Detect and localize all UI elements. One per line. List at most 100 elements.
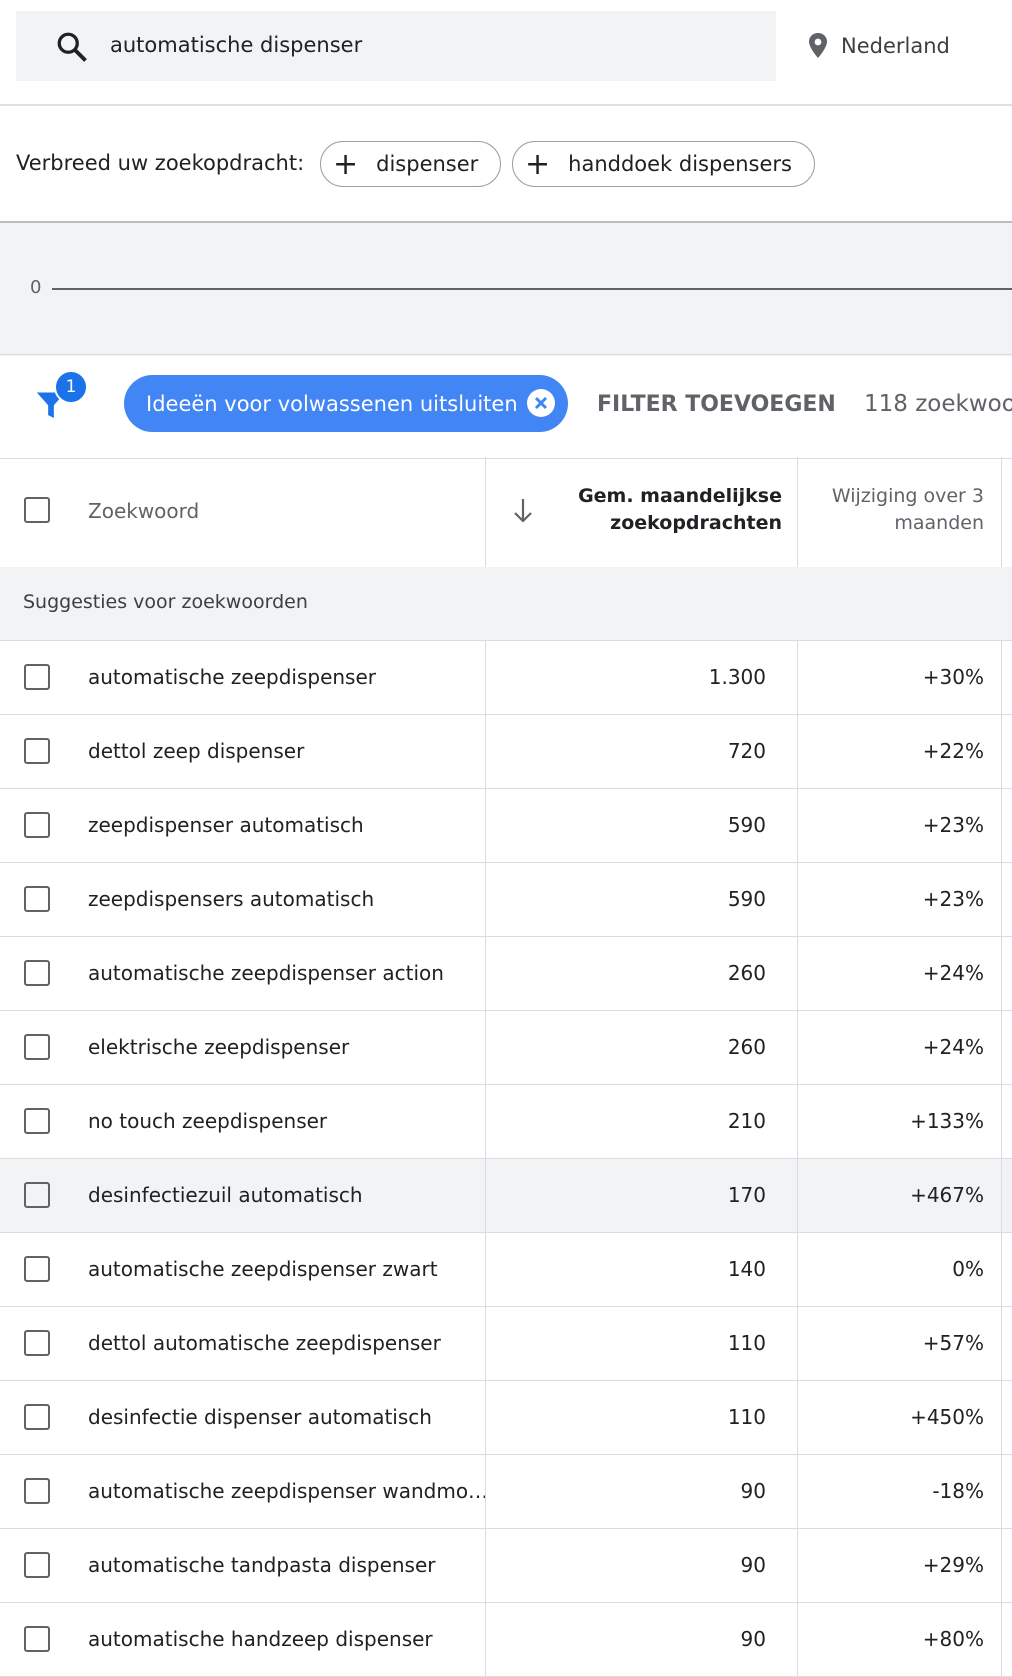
column-divider — [485, 1233, 486, 1307]
column-divider — [1001, 715, 1002, 789]
keyword-row[interactable]: zeepdispensers automatisch 590 +23% — [0, 863, 1012, 937]
row-checkbox[interactable] — [24, 664, 50, 690]
column-divider — [1001, 937, 1002, 1011]
keyword-row[interactable]: zeepdispenser automatisch 590 +23% — [0, 789, 1012, 863]
monthly-searches: 90 — [740, 1627, 766, 1651]
column-divider — [485, 1603, 486, 1677]
monthly-searches: 170 — [727, 1183, 766, 1207]
row-checkbox[interactable] — [24, 1552, 50, 1578]
keyword-row[interactable]: automatische zeepdispenser wandmo… 90 -18% — [0, 1455, 1012, 1529]
monthly-searches: 1.300 — [708, 665, 766, 689]
keyword: automatische zeepdispenser zwart — [88, 1257, 438, 1281]
three-month-change: +133% — [910, 1109, 984, 1133]
column-divider — [797, 715, 798, 789]
column-divider — [1001, 1529, 1002, 1603]
three-month-change: +450% — [910, 1405, 984, 1429]
column-divider — [1001, 457, 1002, 567]
keyword-row[interactable]: desinfectiezuil automatisch 170 +467% — [0, 1159, 1012, 1233]
row-checkbox[interactable] — [24, 960, 50, 986]
row-checkbox[interactable] — [24, 1478, 50, 1504]
row-checkbox[interactable] — [24, 1256, 50, 1282]
column-divider — [797, 1233, 798, 1307]
keyword-row[interactable]: no touch zeepdispenser 210 +133% — [0, 1085, 1012, 1159]
column-divider — [485, 1085, 486, 1159]
row-checkbox[interactable] — [24, 1182, 50, 1208]
keyword: zeepdispenser automatisch — [88, 813, 364, 837]
keyword: no touch zeepdispenser — [88, 1109, 328, 1133]
add-filter[interactable]: FILTER TOEVOEGEN — [597, 392, 836, 417]
column-divider — [797, 1011, 798, 1085]
three-month-change: +22% — [922, 739, 984, 763]
broaden-label: Verbreed uw zoekopdracht: — [16, 151, 305, 175]
column-header[interactable]: Wijziging over 3 maanden — [831, 485, 984, 534]
three-month-change: -18% — [932, 1479, 984, 1503]
row-checkbox[interactable] — [24, 1034, 50, 1060]
three-month-change: +80% — [922, 1627, 984, 1651]
keyword: dettol zeep dispenser — [88, 739, 305, 763]
keyword: dettol automatische zeepdispenser — [88, 1331, 441, 1355]
filter-chip-label: Ideeën voor volwassenen uitsluiten — [146, 391, 518, 416]
select-all-checkbox[interactable] — [24, 497, 50, 523]
table-header: Zoekwoord Gem. maandelijkse zoekopdracht… — [0, 457, 1012, 569]
keyword: automatische tandpasta dispenser — [88, 1553, 436, 1577]
location[interactable]: Nederland — [841, 34, 950, 58]
keyword-row[interactable]: desinfectie dispenser automatisch 110 +450… — [0, 1381, 1012, 1455]
column-divider — [797, 1381, 798, 1455]
row-checkbox[interactable] — [24, 1330, 50, 1356]
keyword-row[interactable]: automatische zeepdispenser zwart 140 0% — [0, 1233, 1012, 1307]
row-checkbox[interactable] — [24, 886, 50, 912]
column-divider — [485, 1529, 486, 1603]
filter-chip[interactable]: Ideeën voor volwassenen uitsluiten — [124, 375, 568, 432]
column-divider — [485, 715, 486, 789]
column-divider — [797, 1455, 798, 1529]
column-divider — [485, 1159, 486, 1233]
keyword: elektrische zeepdispenser — [88, 1035, 350, 1059]
sort-icon[interactable] — [512, 497, 534, 525]
keyword-row[interactable]: automatische handzeep dispenser 90 +80% — [0, 1603, 1012, 1677]
keyword-row[interactable]: elektrische zeepdispenser 260 +24% — [0, 1011, 1012, 1085]
group-label: Suggesties voor zoekwoorden — [23, 591, 308, 613]
column-header[interactable]: Zoekwoord — [88, 499, 200, 523]
suggestion-chip[interactable]: + handdoek dispensers — [512, 141, 815, 187]
column-divider — [1001, 1307, 1002, 1381]
search-box[interactable]: automatische dispenser — [16, 11, 776, 81]
row-checkbox[interactable] — [24, 1404, 50, 1430]
monthly-searches: 260 — [727, 1035, 766, 1059]
three-month-change: +57% — [922, 1331, 984, 1355]
chip-label: dispenser — [376, 152, 479, 176]
monthly-searches: 590 — [727, 887, 766, 911]
keyword: automatische zeepdispenser action — [88, 961, 444, 985]
top-bar: automatische dispenser Nederland — [0, 0, 1012, 106]
keyword: automatische zeepdispenser wandmo… — [88, 1479, 489, 1503]
keyword: automatische handzeep dispenser — [88, 1627, 433, 1651]
suggestion-chip[interactable]: + dispenser — [320, 141, 502, 187]
monthly-searches: 590 — [727, 813, 766, 837]
chart-area: 0 — [0, 221, 1012, 356]
three-month-change: +467% — [910, 1183, 984, 1207]
column-header[interactable]: Gem. maandelijkse zoekopdrachten — [578, 485, 782, 534]
keyword-row[interactable]: dettol automatische zeepdispenser 110 +57% — [0, 1307, 1012, 1381]
keyword-row[interactable]: automatische tandpasta dispenser 90 +29% — [0, 1529, 1012, 1603]
axis-line — [52, 288, 1012, 290]
column-divider — [485, 1307, 486, 1381]
three-month-change: 0% — [952, 1257, 984, 1281]
row-checkbox[interactable] — [24, 1626, 50, 1652]
monthly-searches: 720 — [727, 739, 766, 763]
row-checkbox[interactable] — [24, 1108, 50, 1134]
column-divider — [1001, 1159, 1002, 1233]
keyword-row[interactable]: dettol zeep dispenser 720 +22% — [0, 715, 1012, 789]
remove-filter[interactable] — [526, 388, 556, 418]
row-checkbox[interactable] — [24, 738, 50, 764]
monthly-searches: 260 — [727, 961, 766, 985]
column-divider — [1001, 1233, 1002, 1307]
keyword-row[interactable]: automatische zeepdispenser 1.300 +30% — [0, 641, 1012, 715]
column-divider — [1001, 789, 1002, 863]
row-checkbox[interactable] — [24, 812, 50, 838]
monthly-searches: 210 — [727, 1109, 766, 1133]
keyword-count: 118 zoekwoorden — [864, 391, 1012, 417]
search-icon — [57, 32, 87, 62]
monthly-searches: 110 — [727, 1331, 766, 1355]
keyword-row[interactable]: automatische zeepdispenser action 260 +24% — [0, 937, 1012, 1011]
column-divider — [485, 789, 486, 863]
